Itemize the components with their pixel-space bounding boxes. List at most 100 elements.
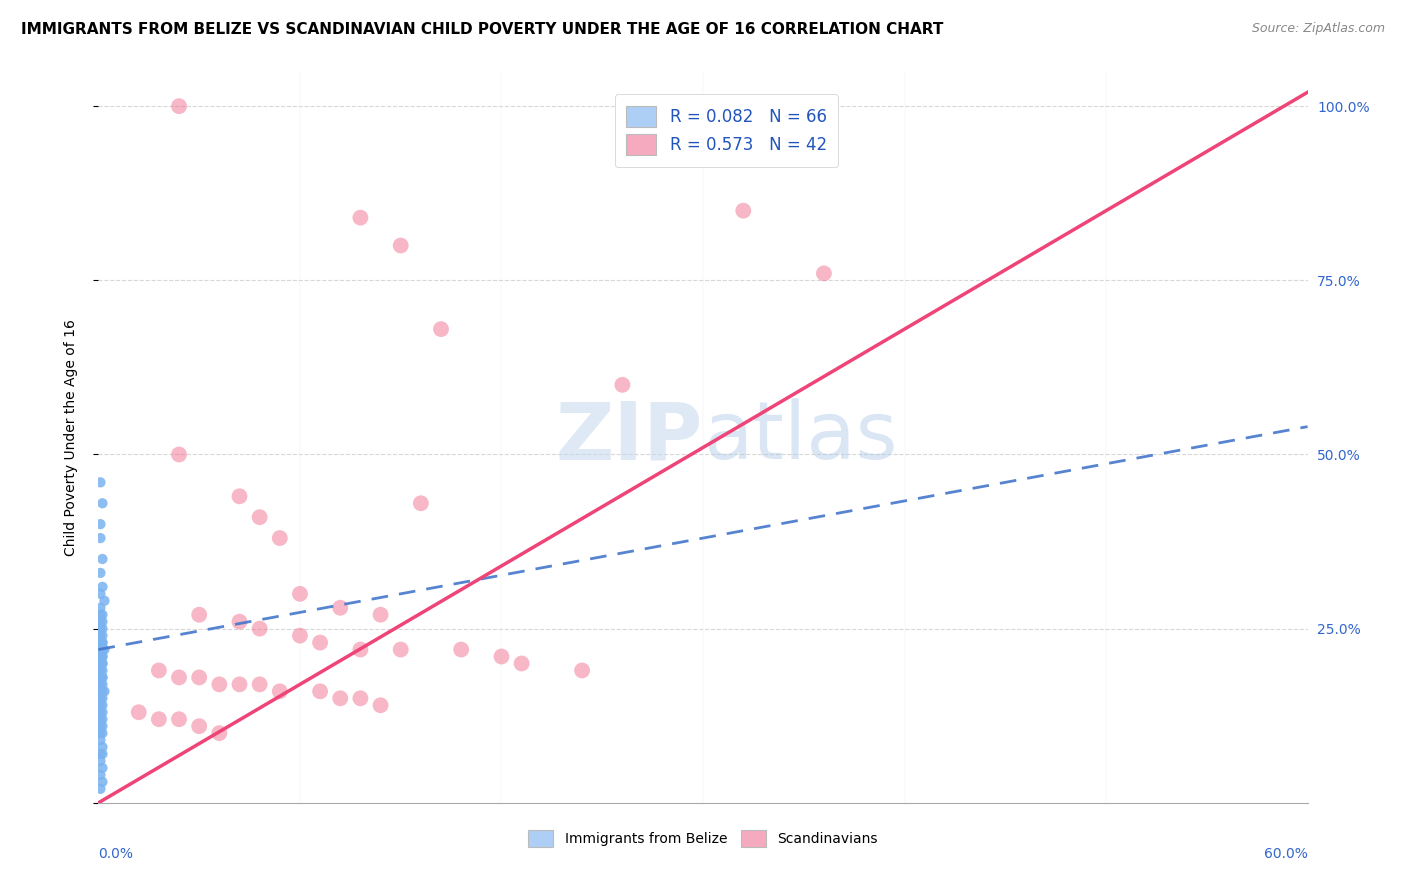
Point	[491, 649, 513, 664]
Point	[288, 629, 311, 643]
Text: Source: ZipAtlas.com: Source: ZipAtlas.com	[1251, 22, 1385, 36]
Point	[89, 642, 111, 657]
Point	[89, 705, 111, 719]
Point	[89, 684, 111, 698]
Point	[91, 664, 114, 678]
Y-axis label: Child Poverty Under the Age of 16: Child Poverty Under the Age of 16	[63, 318, 77, 556]
Point	[167, 670, 190, 684]
Point	[510, 657, 533, 671]
Text: 60.0%: 60.0%	[1264, 847, 1308, 861]
Legend: Immigrants from Belize, Scandinavians: Immigrants from Belize, Scandinavians	[522, 822, 884, 855]
Text: ZIP: ZIP	[555, 398, 703, 476]
Point	[450, 642, 472, 657]
Text: atlas: atlas	[703, 398, 897, 476]
Point	[89, 747, 111, 761]
Point	[89, 600, 111, 615]
Point	[91, 629, 114, 643]
Point	[89, 698, 111, 713]
Point	[91, 580, 114, 594]
Point	[91, 642, 114, 657]
Point	[370, 607, 392, 622]
Point	[389, 642, 412, 657]
Point	[249, 622, 271, 636]
Text: IMMIGRANTS FROM BELIZE VS SCANDINAVIAN CHILD POVERTY UNDER THE AGE OF 16 CORRELA: IMMIGRANTS FROM BELIZE VS SCANDINAVIAN C…	[21, 22, 943, 37]
Point	[91, 670, 114, 684]
Point	[288, 587, 311, 601]
Point	[228, 677, 250, 691]
Point	[269, 531, 291, 545]
Point	[430, 322, 453, 336]
Point	[329, 691, 352, 706]
Point	[89, 691, 111, 706]
Point	[91, 552, 114, 566]
Point	[167, 448, 190, 462]
Point	[612, 377, 634, 392]
Point	[91, 726, 114, 740]
Point	[91, 607, 114, 622]
Point	[91, 684, 114, 698]
Point	[89, 670, 111, 684]
Point	[91, 649, 114, 664]
Point	[89, 517, 111, 532]
Point	[249, 510, 271, 524]
Point	[93, 684, 115, 698]
Point	[91, 670, 114, 684]
Point	[249, 677, 271, 691]
Point	[89, 566, 111, 580]
Point	[349, 642, 371, 657]
Point	[167, 712, 190, 726]
Point	[89, 649, 111, 664]
Point	[309, 684, 332, 698]
Point	[409, 496, 432, 510]
Point	[89, 531, 111, 545]
Point	[93, 642, 115, 657]
Point	[91, 635, 114, 649]
Point	[370, 698, 392, 713]
Point	[89, 712, 111, 726]
Point	[89, 664, 111, 678]
Point	[89, 677, 111, 691]
Point	[89, 657, 111, 671]
Point	[89, 664, 111, 678]
Point	[228, 489, 250, 503]
Point	[91, 649, 114, 664]
Point	[91, 622, 114, 636]
Point	[188, 670, 211, 684]
Point	[208, 677, 231, 691]
Point	[91, 740, 114, 755]
Point	[309, 635, 332, 649]
Point	[389, 238, 412, 252]
Point	[89, 615, 111, 629]
Point	[167, 99, 190, 113]
Point	[91, 635, 114, 649]
Point	[91, 615, 114, 629]
Point	[733, 203, 755, 218]
Point	[89, 635, 111, 649]
Point	[148, 712, 170, 726]
Point	[89, 754, 111, 768]
Point	[93, 594, 115, 608]
Point	[188, 719, 211, 733]
Point	[89, 649, 111, 664]
Point	[91, 775, 114, 789]
Point	[91, 705, 114, 719]
Point	[91, 747, 114, 761]
Point	[228, 615, 250, 629]
Point	[91, 712, 114, 726]
Point	[89, 719, 111, 733]
Point	[89, 781, 111, 796]
Point	[128, 705, 150, 719]
Point	[91, 677, 114, 691]
Point	[571, 664, 593, 678]
Point	[89, 677, 111, 691]
Point	[91, 496, 114, 510]
Point	[91, 719, 114, 733]
Point	[91, 761, 114, 775]
Point	[89, 622, 111, 636]
Point	[89, 587, 111, 601]
Point	[813, 266, 835, 280]
Text: 0.0%: 0.0%	[98, 847, 134, 861]
Point	[89, 629, 111, 643]
Point	[89, 657, 111, 671]
Point	[188, 607, 211, 622]
